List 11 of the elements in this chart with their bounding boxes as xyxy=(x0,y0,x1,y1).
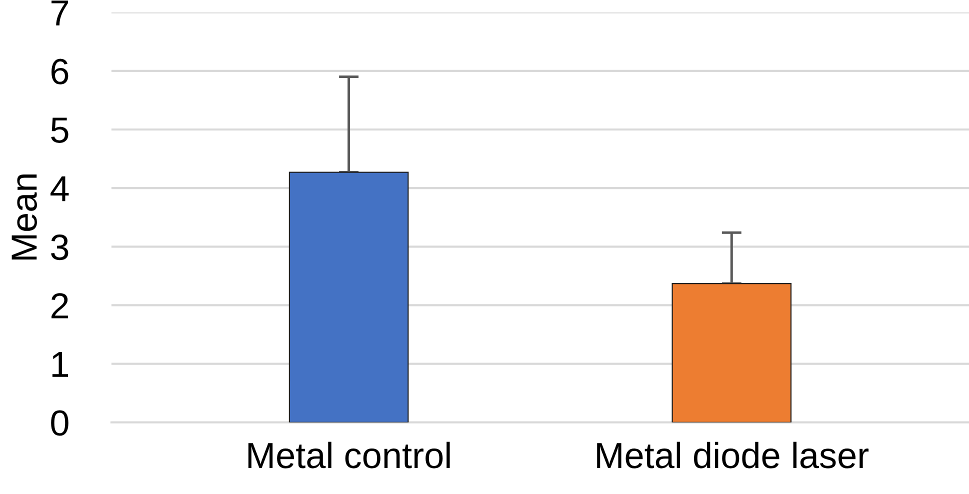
y-axis-title: Mean xyxy=(12,174,37,260)
x-tick-label: Metal control xyxy=(248,442,450,468)
y-tick-label: 3 xyxy=(51,234,68,260)
y-tick-label: 6 xyxy=(52,58,68,84)
y-tick-label: 4 xyxy=(50,176,69,202)
y-tick-label: 5 xyxy=(51,118,68,143)
y-tick-label: 1 xyxy=(52,352,68,377)
x-tick-label: Metal diode laser xyxy=(597,442,869,468)
y-tick-label: 0 xyxy=(51,410,68,436)
y-tick-label: 2 xyxy=(52,293,68,318)
y-tick-label: 7 xyxy=(52,0,68,26)
